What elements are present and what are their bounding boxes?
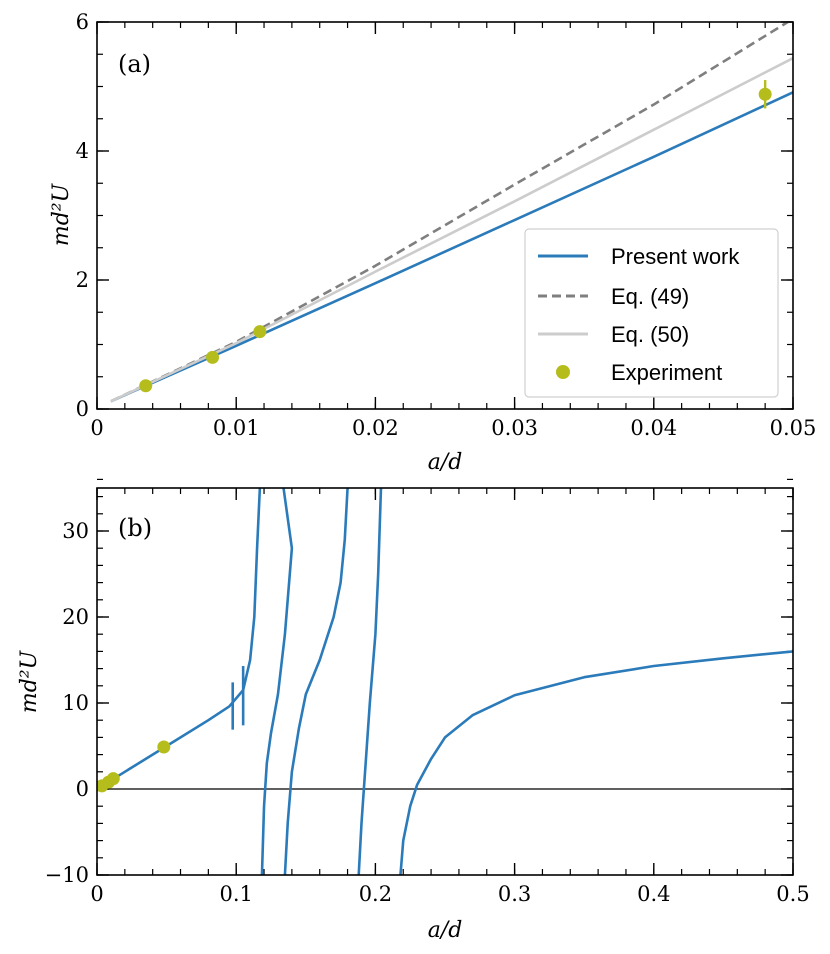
x-tick-label: 0.1 — [219, 882, 252, 906]
y-tick-label: 10 — [62, 691, 89, 715]
panel-b-frame — [96, 487, 794, 876]
legend-marker-experiment — [556, 365, 570, 379]
legend-label-eq49: Eq. (49) — [611, 284, 689, 309]
x-tick-label: 0.03 — [491, 416, 538, 440]
y-tick-label: 20 — [62, 605, 89, 629]
y-tick-label: −10 — [45, 863, 89, 887]
panel-a-xtick-labels: 0 0.01 0.02 0.03 0.04 0.05 — [90, 416, 816, 440]
series-line-branch-2 — [260, 488, 294, 875]
panel-b-xtick-labels: 0 0.1 0.2 0.3 0.4 0.5 — [90, 882, 809, 906]
x-tick-label: 0.02 — [352, 416, 399, 440]
experiment-point — [758, 87, 772, 101]
x-tick-label: 0.2 — [359, 882, 392, 906]
panel-b-points — [97, 740, 171, 793]
panel-a-points — [139, 80, 772, 393]
series-line-branch-3 — [283, 488, 349, 875]
panel-a-ticks — [96, 21, 794, 410]
x-tick-label: 0 — [90, 416, 103, 440]
legend-label-experiment: Experiment — [611, 360, 722, 385]
legend-label-present-work: Present work — [611, 244, 740, 269]
y-tick-label: 6 — [76, 10, 89, 34]
x-tick-label: 0.3 — [498, 882, 531, 906]
x-tick-label: 0.04 — [630, 416, 677, 440]
y-tick-label: 0 — [76, 397, 89, 421]
panel-b-label: (b) — [118, 514, 152, 542]
experiment-point — [139, 379, 153, 393]
panel-b-ytick-labels: −10 0 10 20 30 — [45, 519, 89, 887]
x-tick-label: 0.4 — [637, 882, 670, 906]
series-line-branch-5 — [399, 650, 793, 875]
experiment-point — [253, 325, 267, 339]
experiment-point — [157, 740, 171, 754]
x-tick-label: 0.5 — [776, 882, 809, 906]
panel-b-xlabel: a/d — [428, 918, 463, 943]
panel-a-xlabel: a/d — [428, 450, 463, 475]
x-tick-label: 0.05 — [770, 416, 817, 440]
x-tick-label: 0.01 — [213, 416, 260, 440]
panel-b-ticks — [96, 478, 794, 876]
legend-label-eq50: Eq. (50) — [611, 322, 689, 347]
panel-a-label: (a) — [118, 50, 151, 78]
panel-b-series — [97, 488, 793, 875]
panel-a-ylabel: md²U — [49, 182, 74, 246]
experiment-point — [106, 772, 120, 786]
legend-box — [524, 228, 779, 398]
panel-a-ytick-labels: 0 2 4 6 — [76, 10, 89, 421]
y-tick-label: 4 — [76, 139, 89, 163]
y-tick-label: 30 — [62, 519, 89, 543]
panel-b-ylabel: md²U — [17, 649, 42, 713]
y-tick-label: 2 — [76, 268, 89, 292]
experiment-point — [206, 350, 220, 364]
y-tick-label: 0 — [76, 777, 89, 801]
series-line-branch-1 — [97, 488, 262, 791]
x-tick-label: 0 — [90, 882, 103, 906]
legend: Present work Eq. (49) Eq. (50) Experimen… — [524, 228, 779, 398]
series-line-branch-4 — [357, 488, 383, 875]
panel-a-frame — [96, 21, 794, 410]
